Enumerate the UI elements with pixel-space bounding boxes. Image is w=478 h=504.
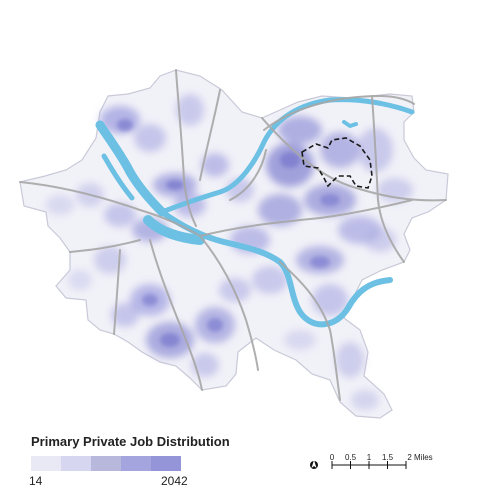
- road-southwest: [69, 239, 141, 253]
- road-inner: [229, 149, 267, 201]
- confluence: [143, 215, 205, 245]
- legend-color-ramp: [31, 456, 181, 471]
- lake: [342, 120, 358, 128]
- scale-tick-label: 2 Miles: [407, 453, 433, 462]
- ohio-river: [95, 120, 167, 217]
- road-north-2: [199, 89, 221, 181]
- legend-swatch-3: [91, 456, 121, 471]
- rivers: [95, 97, 415, 328]
- north-arrow-icon: [310, 460, 318, 469]
- road-south-3: [199, 235, 259, 371]
- scale-tick-label: 0.5: [344, 453, 357, 462]
- scale-tick-label: 0: [329, 453, 335, 462]
- ohio-river-channel: [101, 153, 135, 201]
- job-density-map: [19, 69, 449, 419]
- legend-title: Primary Private Job Distribution: [31, 434, 230, 449]
- legend-swatch-1: [31, 456, 61, 471]
- road-east-2: [261, 117, 447, 202]
- road-north-1: [175, 69, 197, 227]
- road-east-parkway: [199, 199, 413, 237]
- roads: [19, 69, 447, 401]
- monongahela-river: [159, 209, 393, 328]
- scale-tick-label: 1: [366, 453, 372, 462]
- scale-graphic: [310, 460, 407, 469]
- scale-bar: 0 0.5 1 1.5 2 Miles: [310, 453, 460, 477]
- highlighted-area-outline: [301, 137, 373, 189]
- density-hotspots: [117, 119, 340, 347]
- road-northeast: [371, 95, 405, 263]
- legend-min-label: 14: [29, 474, 43, 488]
- legend-swatch-5: [151, 456, 181, 471]
- road-west: [19, 181, 201, 237]
- road-southeast: [279, 261, 341, 401]
- legend-swatch-4: [121, 456, 151, 471]
- scale-tick-label: 1.5: [381, 453, 394, 462]
- road-south-2: [113, 249, 121, 335]
- road-south-1: [149, 239, 203, 391]
- road-river-north: [263, 95, 415, 131]
- allegheny-river: [159, 97, 415, 215]
- legend-swatch-2: [61, 456, 91, 471]
- legend-max-label: 2042: [161, 474, 188, 488]
